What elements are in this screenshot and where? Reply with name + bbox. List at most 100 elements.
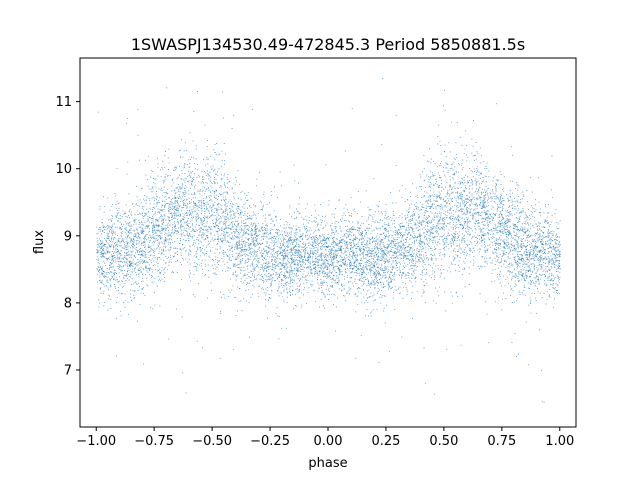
scatter-point: [199, 231, 201, 233]
scatter-point: [115, 287, 116, 289]
scatter-point: [117, 220, 118, 222]
scatter-point: [205, 182, 207, 183]
scatter-point: [183, 192, 185, 193]
scatter-point: [246, 229, 248, 230]
scatter-point: [208, 195, 210, 197]
scatter-point: [450, 212, 452, 214]
scatter-point: [248, 245, 249, 247]
scatter-point: [549, 246, 551, 248]
scatter-point: [252, 268, 254, 270]
scatter-point: [231, 222, 233, 224]
scatter-point: [518, 231, 520, 233]
scatter-point: [99, 206, 101, 208]
scatter-point: [401, 222, 403, 224]
scatter-point: [260, 200, 262, 202]
scatter-point: [510, 263, 512, 265]
scatter-point: [446, 270, 448, 272]
scatter-point: [317, 259, 319, 261]
scatter-point: [174, 226, 176, 227]
scatter-point: [338, 245, 340, 247]
scatter-point: [445, 240, 447, 241]
scatter-point: [204, 254, 205, 256]
scatter-point: [212, 247, 214, 249]
scatter-point: [329, 252, 330, 254]
scatter-point: [346, 257, 348, 259]
scatter-point: [111, 227, 113, 229]
scatter-point: [357, 291, 359, 293]
scatter-point: [121, 239, 123, 241]
scatter-point: [335, 244, 337, 246]
scatter-point: [377, 242, 379, 244]
scatter-point: [311, 238, 313, 240]
scatter-point: [218, 235, 219, 237]
scatter-point: [154, 227, 156, 229]
scatter-point: [350, 244, 352, 246]
scatter-point: [526, 219, 528, 221]
scatter-point: [461, 178, 463, 180]
scatter-point: [278, 250, 279, 252]
scatter-point: [353, 238, 355, 240]
scatter-point: [534, 256, 536, 258]
scatter-point: [308, 262, 309, 263]
scatter-point: [415, 202, 417, 204]
scatter-point: [506, 211, 508, 213]
scatter-point: [490, 213, 491, 215]
scatter-point: [352, 242, 354, 244]
scatter-point: [523, 290, 525, 291]
scatter-point: [355, 311, 357, 313]
scatter-point: [207, 210, 209, 212]
scatter-point: [479, 268, 481, 270]
scatter-point: [429, 148, 430, 150]
scatter-point: [374, 284, 376, 286]
scatter-point: [368, 272, 369, 274]
scatter-point: [483, 210, 485, 212]
scatter-point: [556, 239, 558, 241]
scatter-point: [413, 260, 415, 262]
scatter-point: [344, 278, 346, 280]
scatter-point: [514, 280, 516, 282]
scatter-point: [104, 226, 106, 228]
scatter-point: [266, 252, 268, 254]
scatter-point: [353, 237, 355, 239]
scatter-point: [486, 220, 488, 222]
scatter-point: [140, 230, 142, 231]
scatter-point: [558, 241, 560, 242]
scatter-point: [387, 283, 389, 285]
scatter-point: [404, 245, 406, 246]
scatter-point: [200, 227, 202, 228]
scatter-point: [333, 293, 335, 295]
scatter-point: [543, 226, 545, 227]
scatter-point: [160, 225, 162, 227]
scatter-point: [278, 258, 280, 260]
scatter-point: [213, 204, 214, 206]
scatter-point: [296, 232, 298, 234]
scatter-point: [98, 299, 99, 301]
scatter-point: [275, 280, 277, 282]
scatter-point: [444, 174, 446, 176]
scatter-point: [268, 251, 270, 252]
scatter-point: [402, 286, 404, 288]
scatter-point: [182, 218, 184, 220]
scatter-point: [542, 262, 544, 263]
scatter-point: [424, 195, 426, 197]
scatter-point: [137, 250, 139, 252]
scatter-point: [430, 254, 432, 255]
scatter-point: [146, 208, 147, 210]
scatter-point: [304, 208, 306, 210]
scatter-point: [241, 239, 243, 240]
scatter-point: [539, 222, 541, 224]
scatter-point: [369, 241, 371, 243]
scatter-point: [469, 204, 471, 206]
scatter-point: [157, 244, 159, 246]
scatter-point: [252, 240, 254, 242]
scatter-point: [323, 262, 325, 264]
scatter-point: [514, 268, 516, 270]
scatter-point: [437, 166, 438, 168]
scatter-point: [157, 230, 159, 232]
scatter-point: [508, 220, 510, 222]
scatter-point: [141, 188, 142, 190]
scatter-point: [193, 266, 195, 267]
scatter-point: [516, 242, 518, 244]
scatter-point: [281, 240, 283, 242]
